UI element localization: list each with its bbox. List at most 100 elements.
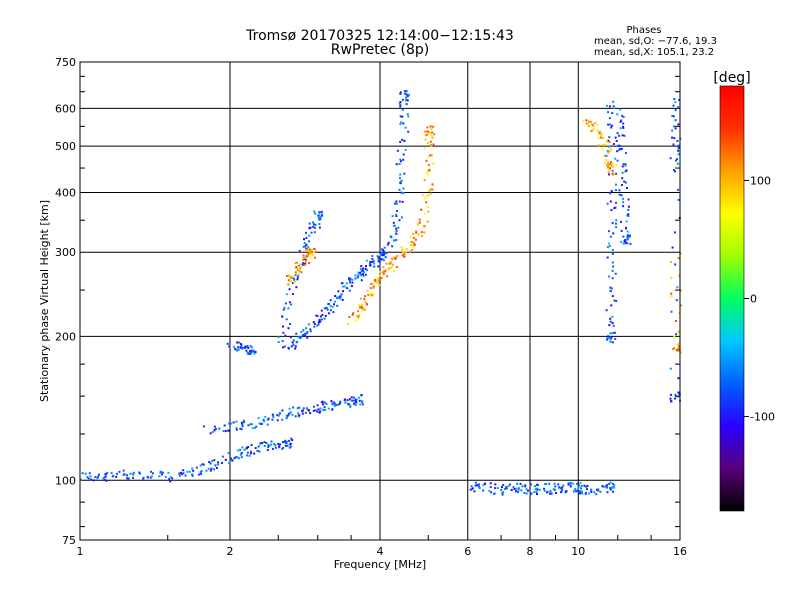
echo-point [209, 462, 212, 465]
echo-point [611, 341, 614, 344]
echo-point [373, 262, 376, 265]
echo-point [307, 247, 310, 250]
echo-point [423, 231, 426, 234]
echo-point [411, 249, 414, 251]
echo-point [418, 221, 421, 224]
echo-point [322, 403, 324, 406]
echo-point [420, 208, 423, 211]
echo-point [670, 310, 673, 313]
echo-point [620, 119, 623, 122]
echo-point [321, 318, 323, 321]
echo-point [277, 442, 280, 445]
echo-point [329, 299, 332, 302]
echo-point [224, 430, 227, 433]
echo-point [612, 265, 615, 268]
echo-point [360, 279, 363, 282]
echo-point [395, 200, 398, 203]
echo-point [329, 305, 332, 308]
echo-point [567, 483, 570, 486]
echo-point [210, 467, 213, 470]
echo-point [614, 331, 617, 334]
echo-point [674, 263, 677, 266]
echo-point [599, 490, 602, 493]
echo-point [201, 463, 204, 466]
echo-point [307, 249, 310, 252]
echo-point [305, 243, 308, 246]
data-points [79, 90, 682, 496]
echo-point [606, 338, 609, 341]
echo-point [607, 151, 610, 154]
echo-point [608, 230, 610, 233]
echo-point [395, 232, 398, 235]
echo-point [332, 311, 335, 314]
colorbar-tick-label: 100 [750, 174, 771, 187]
echo-point [398, 162, 401, 165]
echo-point [529, 493, 532, 496]
echo-point [613, 106, 616, 109]
echo-point [151, 472, 154, 475]
echo-point [245, 447, 248, 450]
echo-point [606, 104, 608, 107]
echo-point [252, 349, 255, 352]
echo-point [429, 140, 432, 143]
echo-point [232, 421, 235, 424]
echo-point [424, 197, 427, 200]
echo-point [425, 172, 428, 174]
echo-point [624, 170, 627, 173]
echo-point [619, 127, 622, 130]
echo-point [104, 475, 107, 478]
echo-point [247, 446, 250, 448]
echo-point [373, 265, 376, 268]
echo-point [398, 188, 401, 191]
echo-point [221, 462, 223, 464]
echo-point [392, 239, 395, 242]
echo-point [626, 187, 628, 190]
echo-point [281, 448, 283, 451]
echo-point [321, 214, 324, 217]
echo-point [296, 276, 299, 279]
echo-point [333, 303, 335, 306]
echo-point [224, 458, 227, 461]
echo-point [536, 493, 538, 495]
echo-point [360, 306, 363, 309]
echo-point [550, 492, 553, 495]
echo-point [620, 220, 622, 223]
echo-point [247, 346, 250, 349]
echo-point [309, 256, 312, 259]
echo-point [677, 146, 680, 149]
echo-point [610, 304, 613, 307]
echo-point [302, 262, 305, 265]
echo-point [258, 422, 261, 425]
echo-point [621, 134, 624, 137]
echo-point [368, 293, 371, 296]
echo-point [312, 221, 314, 224]
echo-point [614, 206, 617, 209]
echo-point [671, 246, 674, 249]
echo-point [346, 323, 349, 326]
echo-point [254, 447, 257, 449]
echo-point [608, 150, 611, 153]
echo-point [482, 489, 485, 492]
echo-point [609, 167, 612, 170]
echo-point [285, 442, 288, 445]
echo-point [392, 269, 395, 272]
echo-point [271, 414, 274, 417]
echo-point [379, 259, 382, 262]
echo-point [404, 126, 407, 129]
echo-point [509, 483, 511, 486]
echo-point [357, 276, 359, 279]
echo-point [313, 210, 316, 213]
echo-point [427, 130, 430, 133]
echo-point [188, 470, 191, 473]
echo-point [554, 485, 557, 488]
echo-point [199, 471, 202, 474]
echo-point [96, 477, 99, 480]
echo-point [270, 443, 273, 446]
echo-point [624, 242, 627, 244]
echo-point [86, 476, 89, 479]
echo-point [608, 141, 611, 144]
echo-point [168, 478, 171, 480]
echo-point [607, 242, 610, 245]
echo-point [427, 206, 429, 208]
echo-point [247, 424, 250, 427]
